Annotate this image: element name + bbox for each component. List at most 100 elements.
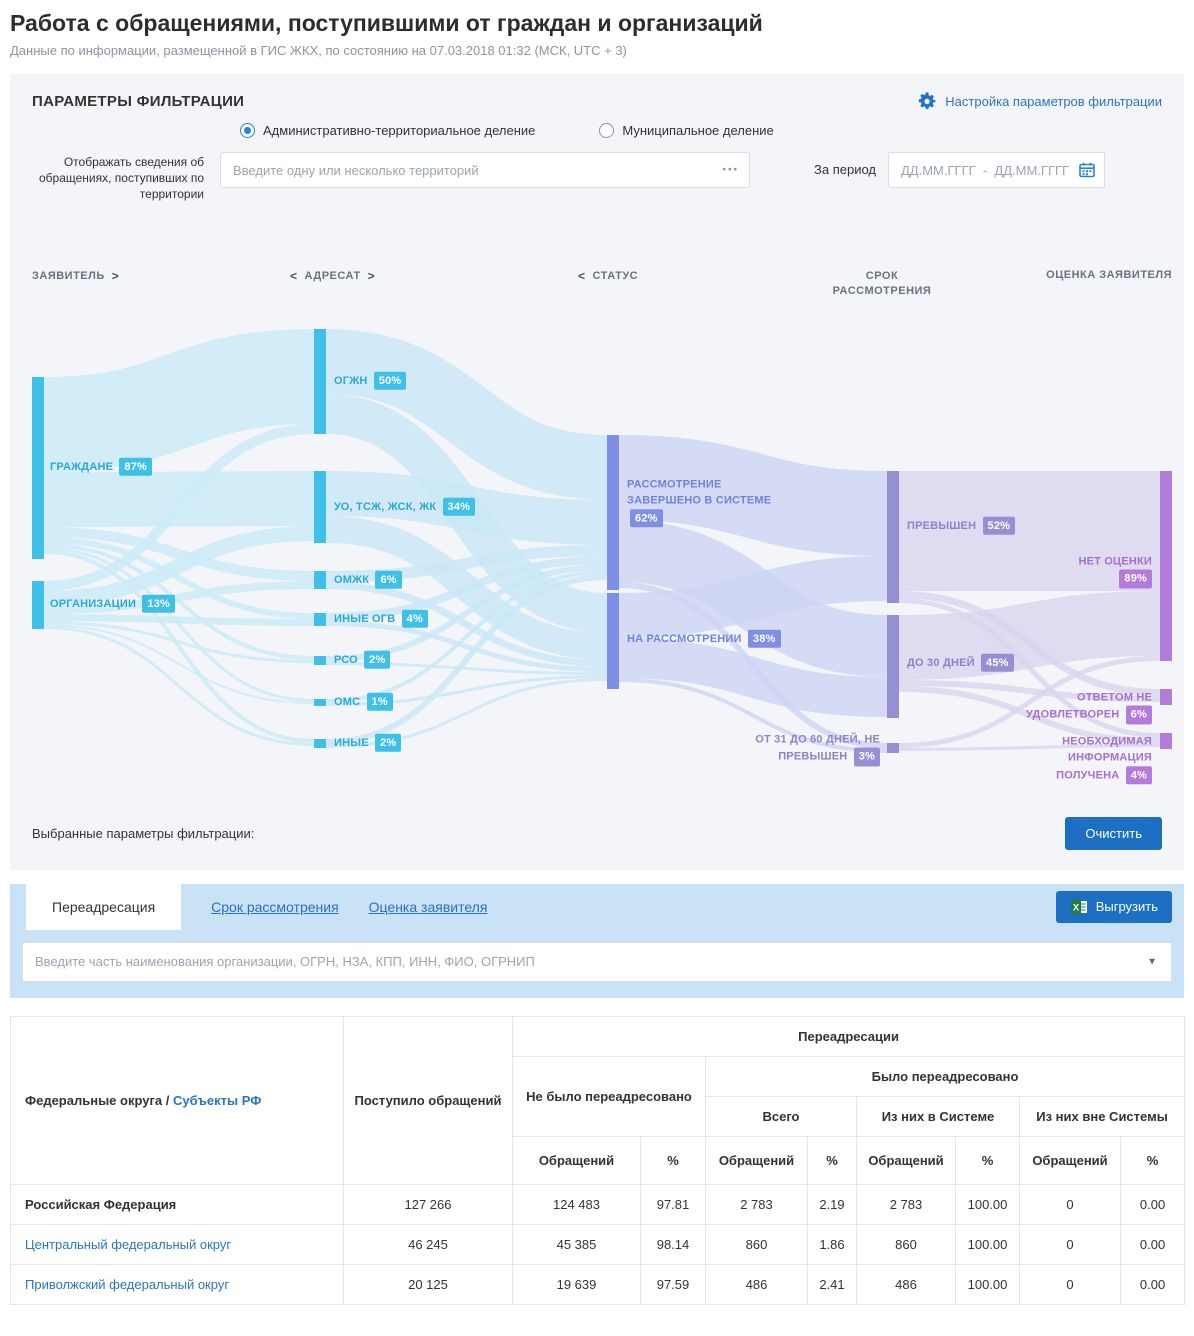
period-input[interactable] [889, 153, 1104, 187]
tab-ocenka-zayavitelya[interactable]: Оценка заявителя [368, 898, 488, 915]
table-cell: 860 [856, 1223, 956, 1265]
sankey-flow-org-oms [43, 623, 315, 704]
sankey-node-infoget[interactable] [1160, 732, 1172, 749]
district-link[interactable]: Центральный федеральный округ [25, 1236, 232, 1252]
collapse-left-chevron-icon[interactable]: < [290, 268, 298, 283]
sankey-node-oms[interactable] [314, 698, 326, 706]
table-cell: 2 783 [856, 1183, 956, 1225]
sankey-percent-badge: 52% [982, 516, 1016, 535]
redirections-table: Федеральные округа / Субъекты РФ Поступи… [10, 1015, 1186, 1305]
sankey-flow-grazh-uo [43, 470, 315, 527]
sankey-flow-done-exceeded [618, 434, 888, 556]
sankey-flow-progress-upto30 [618, 637, 888, 717]
row-name: Российская Федерация [25, 1196, 177, 1212]
percent-unit-header: % [1119, 1135, 1186, 1185]
sankey-label-inie: ИНЫЕ 2% [334, 733, 402, 752]
export-button-label: Выгрузить [1095, 899, 1158, 915]
percent-unit-header: % [807, 1135, 857, 1185]
sankey-label-grazh: ГРАЖДАНЕ 87% [50, 457, 153, 476]
sankey-label-infoget: НЕОБХОДИМАЯ ИНФОРМАЦИЯ ПОЛУЧЕНА 4% [1022, 733, 1152, 785]
dropdown-caret-icon[interactable]: ▼ [1147, 956, 1157, 968]
sankey-node-omzhk[interactable] [314, 570, 326, 589]
territory-input[interactable] [221, 153, 749, 187]
radio-municipal-division[interactable]: Муниципальное деление [599, 123, 774, 138]
sankey-label-org: ОРГАНИЗАЦИИ 13% [50, 594, 176, 613]
sankey-node-inieogv[interactable] [314, 612, 326, 626]
sankey-node-norating[interactable] [1160, 470, 1172, 661]
sankey-node-d31to60[interactable] [887, 742, 899, 753]
table-cell: 127 266 [343, 1183, 513, 1225]
period-label: За период [814, 162, 876, 177]
clear-filters-button[interactable]: Очистить [1065, 816, 1162, 850]
radio-icon [599, 123, 615, 138]
sankey-diagram: ГРАЖДАНЕ 87% ОРГАНИЗАЦИИ 13% ОГЖН 50% УО, Т… [22, 259, 1172, 807]
gear-icon [918, 92, 937, 111]
sankey-flow-org-omzhk [43, 580, 315, 614]
filter-settings-link[interactable]: Настройка параметров фильтрации [918, 92, 1162, 111]
collapse-left-chevron-icon[interactable]: < [578, 268, 586, 283]
sankey-flow-progress-d31to60 [618, 677, 888, 753]
sankey-percent-badge: 6% [375, 570, 402, 589]
redirected-header: Было переадресовано [704, 1055, 1186, 1097]
table-cell: 20 125 [343, 1263, 513, 1305]
sankey-node-done[interactable] [607, 434, 619, 590]
sankey-column-adresat: < АДРЕСАТ > [290, 269, 375, 283]
sankey-node-uo[interactable] [314, 470, 326, 543]
sankey-flow-d31to60-infoget [898, 743, 1161, 751]
table-cell: 45 385 [512, 1223, 641, 1265]
sankey-node-ogzhn[interactable] [314, 328, 326, 434]
sankey-flow-omzhk-progress [325, 581, 608, 667]
sankey-label-d31to60: ОТ 31 ДО 60 ДНЕЙ, НЕ ПРЕВЫШЕН 3% [710, 731, 880, 767]
sankey-node-grazh[interactable] [32, 376, 44, 559]
sankey-flow-grazh-ogzhn [43, 328, 315, 472]
sankey-label-done: РАССМОТРЕНИЕ ЗАВЕРШЕНО В СИСТЕМЕ 62% [627, 476, 792, 528]
federal-districts-label: Федеральные округа / [25, 1092, 173, 1108]
sankey-label-ogzhn: ОГЖН 50% [334, 371, 407, 390]
appeals-unit-header: Обращений [1019, 1135, 1121, 1185]
row-name-cell: Приволжский федеральный округ [10, 1263, 344, 1305]
sankey-column-zayavitel: ЗАЯВИТЕЛЬ > [32, 269, 119, 283]
collapse-right-chevron-icon[interactable]: > [111, 268, 120, 283]
district-link[interactable]: Приволжский федеральный округ [25, 1276, 230, 1292]
sankey-node-upto30[interactable] [887, 614, 899, 718]
sankey-node-progress[interactable] [607, 592, 619, 689]
tab-srok-rassmotreniya[interactable]: Срок рассмотрения [211, 898, 339, 915]
organization-search-input[interactable] [23, 942, 1171, 981]
sankey-label-progress: НА РАССМОТРЕНИИ 38% [627, 629, 781, 648]
sankey-percent-badge: 62% [630, 508, 663, 528]
collapse-right-chevron-icon[interactable]: > [367, 268, 376, 283]
table-cell: 1.86 [807, 1223, 857, 1265]
sankey-node-org[interactable] [32, 580, 44, 629]
sankey-percent-badge: 6% [1125, 705, 1152, 725]
table-cell: 486 [705, 1263, 808, 1305]
sankey-percent-badge: 89% [1119, 569, 1152, 589]
sankey-flow-upto30-norating [898, 590, 1161, 680]
sankey-flow-inie-progress [325, 677, 608, 748]
table-cell: 100.00 [955, 1263, 1020, 1305]
table-cell: 2.41 [807, 1263, 857, 1305]
sankey-label-upto30: ДО 30 ДНЕЙ 45% [907, 653, 1014, 672]
selected-filters-label: Выбранные параметры фильтрации: [32, 825, 255, 841]
filter-settings-label: Настройка параметров фильтрации [945, 94, 1162, 109]
sankey-node-inie[interactable] [314, 738, 326, 748]
sankey-flow-grazh-oms [43, 546, 315, 702]
subjects-rf-link[interactable]: Субъекты РФ [172, 1092, 262, 1108]
received-appeals-header: Поступило обращений [343, 1015, 513, 1185]
sankey-node-notsat[interactable] [1160, 688, 1172, 705]
period-input-wrap [888, 152, 1105, 188]
tab-pereadresaciya[interactable]: Переадресация [26, 883, 182, 930]
sankey-node-rso[interactable] [314, 655, 326, 665]
sankey-flow-org-rso [43, 620, 315, 663]
table-cell: 0.00 [1119, 1263, 1186, 1305]
radio-admin-territorial-division[interactable]: Административно-территориальное деление [240, 123, 535, 138]
export-button[interactable]: X Выгрузить [1055, 890, 1172, 923]
filter-heading: ПАРАМЕТРЫ ФИЛЬТРАЦИИ [32, 93, 245, 110]
calendar-icon[interactable] [1079, 162, 1095, 178]
sankey-flow-org-uo [43, 525, 315, 606]
sankey-percent-badge: 38% [747, 629, 781, 648]
territory-picker-button[interactable]: ••• [722, 164, 739, 176]
sankey-flow-ogzhn-done [325, 328, 608, 500]
sankey-flow-d31to60-norating [898, 655, 1161, 748]
sankey-node-exceeded[interactable] [887, 470, 899, 603]
out-of-system-header: Из них вне Системы [1018, 1095, 1186, 1137]
